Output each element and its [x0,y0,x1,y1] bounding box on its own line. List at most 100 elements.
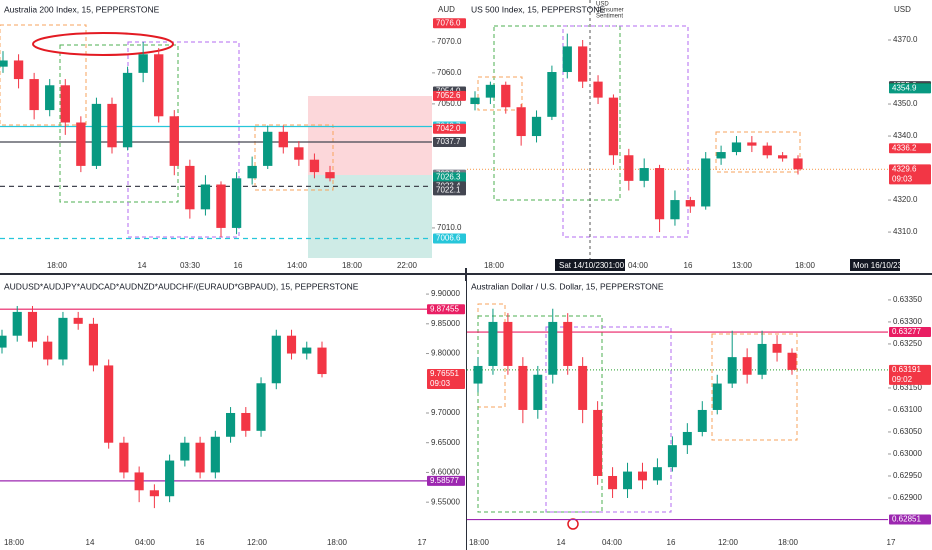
candle-body [185,165,195,210]
candle-body [518,365,528,410]
candle-body [485,84,495,98]
candle-body [652,467,662,481]
price-label-text: 7037.7 [436,137,461,146]
candle-body [247,165,257,179]
countdown: 09:03 [892,174,913,183]
time-label: 17 [418,538,427,547]
candle-body [742,357,752,375]
price-label-text: 7076.0 [436,18,461,27]
price-label [889,143,931,154]
y-tick-label: 9.90000 [431,289,460,298]
price-label [889,327,931,338]
candle-body [0,335,7,348]
price-label [427,304,465,315]
time-label: 16 [234,261,243,270]
price-label-text: 4329.6 [892,164,917,173]
price-label-text: 0.63277 [892,327,921,336]
price-label [433,172,466,183]
y-tick-label: 9.60000 [431,468,460,477]
candle-body [88,323,98,366]
y-tick-label: 7010.0 [437,223,462,232]
box [715,131,801,173]
candle-body [73,317,83,324]
time-label: 16 [667,538,676,547]
candle-body [180,442,190,461]
time-label: 03:30 [180,261,201,270]
y-tick-label: 9.85000 [431,319,460,328]
time-label: 14 [557,538,566,547]
price-label [433,18,466,29]
time-label: 04:00 [135,538,156,547]
crosshair-time: 01:00 [604,261,625,270]
price-label-text: 4354.9 [892,83,917,92]
candle-body [701,158,711,207]
candle-body [325,172,335,179]
candle-body [134,472,144,491]
y-tick-label: 7060.0 [437,68,462,77]
candle-body [731,142,742,153]
time-label: 17 [887,538,896,547]
price-label-text: 7052.6 [436,91,461,100]
candle-body [608,475,618,490]
time-label: 04:00 [602,538,623,547]
y-tick-label: 0.63150 [893,383,922,392]
y-tick-label: 4310.0 [893,227,918,236]
box [0,24,87,126]
candle-body [578,365,588,410]
date-box [850,259,900,271]
price-label-text: 9.58577 [430,476,459,485]
candle-body [286,335,297,354]
candle-body [727,357,737,384]
price-label [427,369,465,390]
candle-body [787,352,797,370]
candle-body [317,347,327,375]
price-label [433,90,466,101]
candle-body [793,158,803,170]
price-axis [432,0,467,268]
price-label [433,185,466,196]
y-tick-label: 0.63300 [893,317,922,326]
event-label: USD [596,2,609,8]
candle-body [241,412,251,431]
target-zone [308,175,432,258]
candle-body [593,409,603,476]
time-label: 04:00 [628,261,649,270]
candle-body [231,178,242,228]
candle-body [27,311,38,342]
time-label: 16 [684,261,693,270]
candle-body [778,155,788,159]
candle-body [45,85,55,111]
price-label [889,83,931,94]
candle-body [772,343,782,353]
price-label-text: 0.63191 [892,365,921,374]
date-label: Mon 16/10/23 [853,261,902,270]
candle-body [0,60,8,67]
candle-body [593,81,603,98]
candle-body [670,200,680,220]
candle-body [216,184,226,228]
price-label [427,475,465,486]
candle-body [563,321,573,366]
event-icon [567,518,579,530]
candle-body [667,445,677,468]
candle-body [516,107,526,137]
candle-body [58,317,68,360]
box [545,326,672,513]
time-label: 18:00 [795,261,816,270]
candle-body [578,46,588,82]
candle-body [548,321,558,375]
price-label [889,364,931,385]
candle-body [149,490,159,497]
candle-body [623,471,633,490]
candle-body [547,72,557,117]
price-label [889,164,931,185]
candle-body [757,343,767,375]
time-label: 18:00 [327,538,348,547]
candle-body [488,321,498,366]
candle-body [562,46,572,73]
price-label [889,514,931,525]
stop-zone [308,96,432,175]
price-axis [888,0,932,268]
y-tick-label: 9.65000 [431,438,460,447]
